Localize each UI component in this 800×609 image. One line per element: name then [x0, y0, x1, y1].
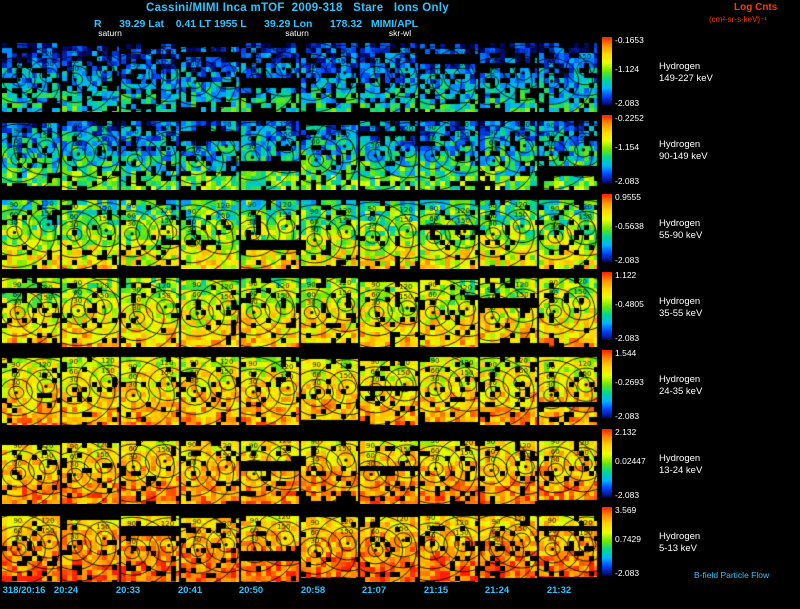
heatmap-row-canvas — [2, 272, 599, 347]
time-tick: 20:58 — [300, 585, 326, 596]
colorbar — [602, 37, 612, 105]
colorbar-max-label: 2.132 — [615, 427, 637, 437]
colorbar — [602, 194, 612, 262]
heatmap-row-canvas — [2, 194, 599, 269]
time-tick: 21:07 — [361, 585, 387, 596]
colorbar-max-label: 1.122 — [615, 270, 637, 280]
spectrogram-row: 1.122 -0.4805 -2.083 Hydrogen 35-55 keV — [0, 270, 800, 350]
heatmap-row-canvas — [2, 37, 599, 112]
spectrogram-row: 1.544 -0.2693 -2.083 Hydrogen 24-35 keV — [0, 348, 800, 428]
row-energy-label: 5-13 keV — [659, 543, 698, 554]
row-species-label: Hydrogen — [659, 218, 701, 229]
row-species-label: Hydrogen — [659, 296, 701, 307]
row-energy-label: 13-24 keV — [659, 465, 703, 476]
colorbar-units-label: Log Cnts — [734, 2, 778, 13]
colorbar-mid-label: 0.02447 — [615, 456, 646, 466]
colorbar — [602, 272, 612, 340]
row-energy-label: 35-55 keV — [659, 308, 703, 319]
colorbar-mid-label: -0.5638 — [615, 221, 644, 231]
heatmap-row-canvas — [2, 429, 599, 504]
colorbar-max-label: 0.9555 — [615, 192, 641, 202]
colorbar — [602, 507, 612, 575]
colorbar-min-label: -2.083 — [615, 568, 640, 578]
time-tick: 21:15 — [423, 585, 449, 596]
colorbar-min-label: -2.083 — [615, 98, 640, 108]
time-tick: 21:32 — [546, 585, 572, 596]
colorbar-min-label: -2.083 — [615, 490, 640, 500]
colorbar-max-label: -0.2252 — [615, 113, 644, 123]
colorbar-min-label: -2.083 — [615, 176, 640, 186]
colorbar-min-label: -2.083 — [615, 333, 640, 343]
row-energy-label: 90-149 keV — [659, 151, 708, 162]
row-species-label: Hydrogen — [659, 61, 701, 72]
time-tick: 20:33 — [115, 585, 141, 596]
heatmap-row-canvas — [2, 350, 599, 425]
colorbar-min-label: -2.083 — [615, 411, 640, 421]
spectrogram-row: -0.1653 -1.124 -2.083 Hydrogen 149-227 keV — [0, 35, 800, 115]
time-tick: 20:24 — [53, 585, 79, 596]
bfield-flow-label: B-field Particle Flow — [694, 570, 770, 580]
row-species-label: Hydrogen — [659, 531, 701, 542]
colorbar-mid-label: -0.2693 — [615, 377, 644, 387]
colorbar-max-label: 1.544 — [615, 348, 637, 358]
event-annotation: saturn — [285, 28, 309, 38]
colorbar — [602, 115, 612, 183]
colorbar-mid-label: -1.154 — [615, 142, 640, 152]
colorbar-mid-label: -1.124 — [615, 64, 640, 74]
page-title: Cassini/MIMI Inca mTOF 2009-318 Stare Io… — [146, 2, 449, 14]
event-annotation: skr-wl — [388, 28, 412, 38]
row-energy-label: 24-35 keV — [659, 386, 703, 397]
heatmap-row-canvas — [2, 507, 599, 582]
colorbar-max-label: 3.569 — [615, 505, 637, 515]
spectrogram-row: -0.2252 -1.154 -2.083 Hydrogen 90-149 keV — [0, 113, 800, 193]
colorbar-min-label: -2.083 — [615, 255, 640, 265]
row-species-label: Hydrogen — [659, 453, 701, 464]
time-tick: 20:41 — [177, 585, 203, 596]
row-energy-label: 55-90 keV — [659, 230, 703, 241]
colorbar — [602, 429, 612, 497]
colorbar-max-label: -0.1653 — [615, 35, 644, 45]
row-species-label: Hydrogen — [659, 139, 701, 150]
time-axis: 318/20:16 20:24 20:33 20:41 20:50 20:58 21:07 2… — [0, 585, 800, 601]
spectrogram-row: 3.569 0.7429 -2.083 Hydrogen 5-13 keV — [0, 505, 800, 585]
time-tick: 318/20:16 — [2, 585, 46, 596]
time-tick: 21:24 — [484, 585, 510, 596]
row-species-label: Hydrogen — [659, 374, 701, 385]
time-tick: 20:50 — [238, 585, 264, 596]
spectrogram-row: 0.9555 -0.5638 -2.083 Hydrogen 55-90 keV — [0, 192, 800, 272]
spectrogram-row: 2.132 0.02447 -2.083 Hydrogen 13-24 keV — [0, 427, 800, 507]
colorbar-mid-label: -0.4805 — [615, 299, 644, 309]
colorbar-units-formula: (cm²-sr-s-keV)⁻¹ — [709, 15, 767, 24]
colorbar-mid-label: 0.7429 — [615, 534, 641, 544]
event-annotation: saturn — [98, 28, 122, 38]
ephemeris-status-line: R 39.29 Lat 0.41 LT 1955 L 39.29 Lon 178… — [94, 18, 419, 30]
row-energy-label: 149-227 keV — [659, 73, 713, 84]
colorbar — [602, 350, 612, 418]
heatmap-row-canvas — [2, 115, 599, 190]
